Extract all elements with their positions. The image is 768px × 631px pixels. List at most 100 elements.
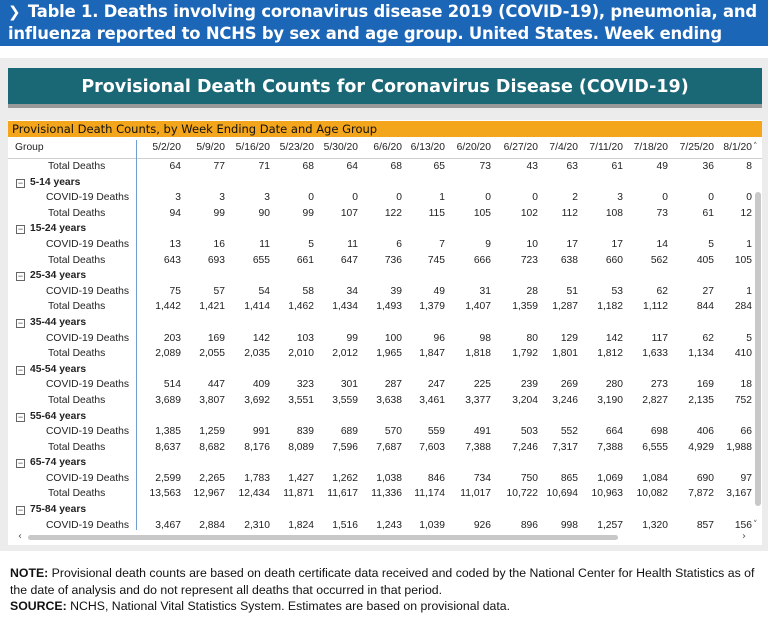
column-header-7[interactable]: 6/20/20 (456, 142, 491, 153)
group-row: −55-64 years (8, 409, 762, 425)
table-cell: 90 (258, 207, 270, 219)
table-cell: 105 (734, 254, 752, 266)
table-cell: 559 (427, 426, 445, 438)
table-cell: 7,317 (552, 441, 578, 453)
group-label-text: 55-64 years (30, 410, 87, 422)
table-cell: 31 (479, 285, 491, 297)
table-cell: 6 (396, 238, 402, 250)
table-visual[interactable]: Provisional Death Counts, by Week Ending… (8, 120, 762, 545)
collapse-toggle-icon[interactable]: − (16, 317, 25, 328)
vertical-scrollbar[interactable]: ˄ ˅ (753, 140, 762, 531)
table-cell: 1,069 (597, 472, 623, 484)
table-cell: 169 (696, 379, 714, 391)
table-cell: 2,035 (244, 348, 270, 360)
column-header-4[interactable]: 5/30/20 (323, 142, 358, 153)
page-title: ❯ Table 1. Deaths involving coronavirus … (0, 0, 768, 64)
table-cell: 4,929 (688, 441, 714, 453)
collapse-toggle-icon[interactable]: − (16, 505, 25, 516)
table-cell: 34 (346, 285, 358, 297)
table-cell: 514 (163, 379, 181, 391)
collapse-toggle-icon[interactable]: − (16, 177, 25, 188)
group-label: −5-14 years (8, 175, 136, 191)
table-cell: 73 (656, 207, 668, 219)
table-cell: 7 (439, 238, 445, 250)
collapse-toggle-icon[interactable]: − (16, 458, 25, 469)
group-label: −25-34 years (8, 268, 136, 284)
table-row: COVID-19 Deaths 203 169 142 103 99 100 96 98 80 12… (8, 331, 762, 347)
group-label: −65-74 years (8, 455, 136, 471)
column-header-1[interactable]: 5/9/20 (196, 142, 225, 153)
scroll-left-icon[interactable]: ‹ (18, 531, 22, 542)
table-cell: 1,988 (726, 441, 752, 453)
table-cell: 77 (213, 161, 225, 172)
table-cell: 97 (740, 472, 752, 484)
table-cell: 8,089 (288, 441, 314, 453)
row-label: COVID-19 Deaths (46, 332, 129, 344)
table-cell: 8,637 (155, 441, 181, 453)
table-row: COVID-19 Deaths 3,467 2,884 2,310 1,824 1,516… (8, 518, 762, 534)
table-cell: 1,039 (419, 519, 445, 531)
table-row: COVID-19 Deaths 2,599 2,265 1,783 1,427 1,262… (8, 471, 762, 487)
table-cell: 552 (560, 426, 578, 438)
table-cell: 3,461 (419, 394, 445, 406)
table-cell: 0 (532, 192, 538, 204)
table-header-row: Group 5/2/20 5/9/20 5/16/20 5/23/20 5/30/20 6… (8, 139, 762, 159)
table-cell: 1,421 (199, 301, 225, 313)
table-cell: 0 (352, 192, 358, 204)
column-header-6[interactable]: 6/13/20 (410, 142, 445, 153)
table-cell: 57 (213, 285, 225, 297)
horizontal-scroll-thumb[interactable] (28, 535, 618, 540)
column-header-12[interactable]: 7/25/20 (679, 142, 714, 153)
table-cell: 1,134 (688, 348, 714, 360)
table-row: Total Deaths 643 693 655 661 647 736 745 666 723 6… (8, 253, 762, 269)
table-cell: 49 (656, 161, 668, 172)
table-cell: 247 (427, 379, 445, 391)
column-header-10[interactable]: 7/11/20 (589, 142, 623, 153)
horizontal-scrollbar[interactable]: ‹ › (8, 531, 753, 543)
table-cell: 13 (169, 238, 181, 250)
table-cell: 53 (611, 285, 623, 297)
table-cell: 3,167 (726, 488, 752, 500)
table-cell: 1,243 (376, 519, 402, 531)
column-header-2[interactable]: 5/16/20 (235, 142, 270, 153)
table-cell: 7,603 (419, 441, 445, 453)
matrix-table[interactable]: Group 5/2/20 5/9/20 5/16/20 5/23/20 5/30/20 6… (8, 139, 762, 533)
table-cell: 12,967 (193, 488, 226, 500)
row-label: Total Deaths (48, 161, 106, 172)
scroll-down-icon[interactable]: ˅ (753, 520, 758, 530)
column-header-8[interactable]: 6/27/20 (503, 142, 538, 153)
collapse-toggle-icon[interactable]: − (16, 411, 25, 422)
column-header-3[interactable]: 5/23/20 (279, 142, 314, 153)
column-header-9[interactable]: 7/4/20 (549, 142, 578, 153)
table-cell: 10,963 (591, 488, 624, 500)
table-cell: 62 (656, 285, 668, 297)
table-cell: 689 (340, 426, 358, 438)
table-cell: 1 (746, 238, 752, 250)
collapse-toggle-icon[interactable]: − (16, 364, 25, 375)
table-cell: 1,493 (376, 301, 402, 313)
collapse-toggle-icon[interactable]: − (16, 224, 25, 235)
scroll-up-icon[interactable]: ˄ (753, 142, 758, 152)
note-label: NOTE: (10, 566, 49, 580)
row-label: COVID-19 Deaths (46, 285, 129, 297)
table-cell: 562 (650, 254, 668, 266)
column-header-11[interactable]: 7/18/20 (633, 142, 668, 153)
table-cell: 1,792 (512, 348, 538, 360)
collapse-toggle-icon[interactable]: − (16, 271, 25, 282)
table-cell: 11,871 (283, 488, 314, 500)
table-cell: 3 (617, 192, 623, 204)
column-header-13[interactable]: 8/1/20 (723, 142, 752, 153)
table-cell: 12,434 (238, 488, 271, 500)
group-row: −45-54 years (8, 362, 762, 378)
table-cell: 1,262 (332, 472, 358, 484)
column-header-5[interactable]: 6/6/20 (373, 142, 402, 153)
table-cell: 991 (252, 426, 270, 438)
table-cell: 225 (473, 379, 491, 391)
table-cell: 745 (427, 254, 445, 266)
vertical-scroll-thumb[interactable] (755, 192, 761, 506)
table-cell: 287 (384, 379, 402, 391)
table-row: COVID-19 Deaths 514 447 409 323 301 287 247 225 2… (8, 377, 762, 393)
group-column-header[interactable]: Group (15, 142, 44, 153)
column-header-0[interactable]: 5/2/20 (152, 142, 181, 153)
scroll-right-icon[interactable]: › (742, 531, 746, 542)
